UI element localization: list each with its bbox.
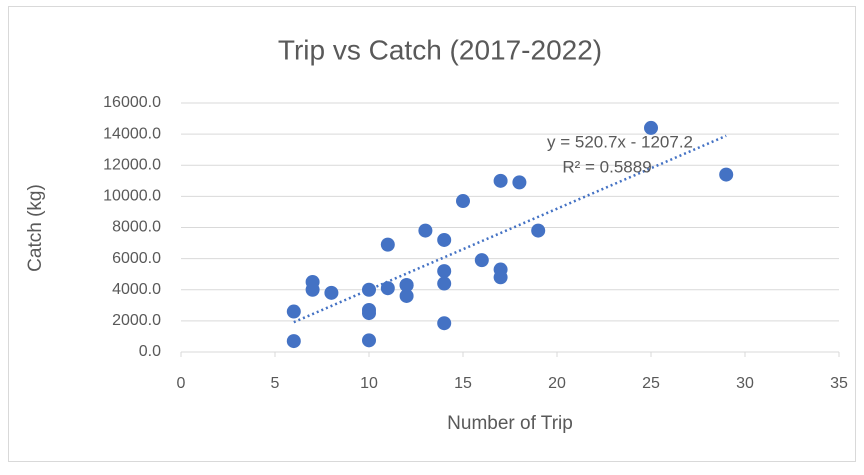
x-tick-label: 20 — [548, 375, 566, 392]
y-tick-label: 4000.0 — [112, 281, 161, 298]
point — [437, 276, 452, 291]
point — [305, 282, 320, 297]
point — [531, 223, 546, 238]
point — [286, 334, 301, 349]
point — [399, 288, 414, 303]
point — [493, 173, 508, 188]
y-tick-label: 8000.0 — [112, 219, 161, 236]
y-tick-label: 2000.0 — [112, 312, 161, 329]
chart-border — [8, 6, 856, 462]
point — [719, 167, 734, 182]
point — [286, 304, 301, 319]
y-tick-label: 6000.0 — [112, 250, 161, 267]
y-tick-label: 16000.0 — [103, 94, 161, 111]
x-tick-label: 30 — [736, 375, 754, 392]
x-axis-label: Number of Trip — [447, 413, 573, 434]
point — [493, 270, 508, 285]
point — [324, 285, 339, 300]
y-tick-label: 14000.0 — [103, 125, 161, 142]
trendline — [293, 134, 727, 324]
x-tick-label: 5 — [271, 375, 280, 392]
point — [418, 223, 433, 238]
y-tick-label: 10000.0 — [103, 188, 161, 205]
point — [474, 253, 489, 268]
point — [644, 120, 658, 135]
y-tick-label: 12000.0 — [103, 156, 161, 173]
x-tick-label: 35 — [830, 375, 848, 392]
x-tick-label: 25 — [642, 375, 660, 392]
y-axis-label: Catch (kg) — [25, 184, 46, 272]
point — [380, 237, 395, 252]
point — [362, 333, 376, 348]
trendline-equation: y = 520.7x - 1207.2 — [547, 132, 693, 151]
x-tick-label: 15 — [454, 375, 472, 392]
point — [437, 232, 452, 247]
x-tick-label: 10 — [360, 375, 378, 392]
point — [512, 175, 527, 190]
point — [437, 264, 452, 279]
chart-title: Trip vs Catch (2017-2022) — [278, 34, 602, 65]
trendline-r2: R² = 0.5889 — [562, 157, 651, 176]
point — [456, 194, 470, 209]
y-tick-label: 0.0 — [139, 343, 161, 360]
point — [399, 278, 414, 293]
x-tick-label: 0 — [177, 375, 186, 392]
point — [362, 306, 376, 321]
point — [437, 316, 452, 331]
point — [380, 281, 395, 296]
